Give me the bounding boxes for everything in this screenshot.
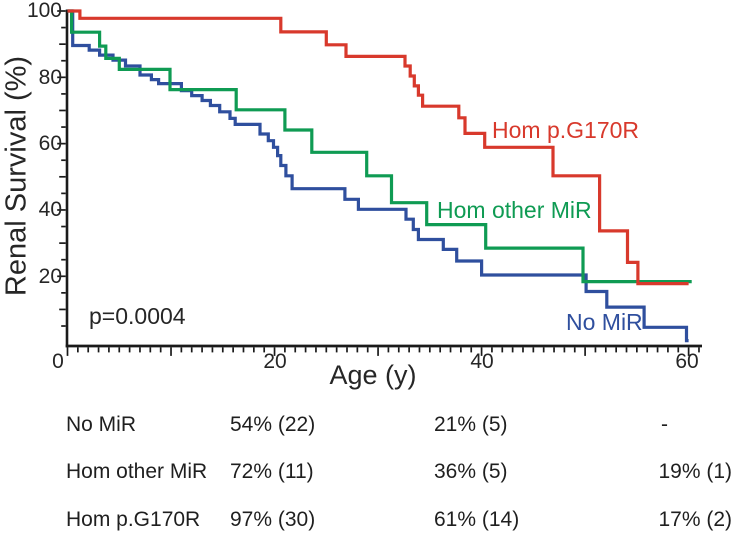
p-value-annotation: p=0.0004 — [89, 303, 186, 329]
value-60y: 19% (1) — [658, 460, 732, 483]
series-label-no-mir: No MiR — [566, 309, 643, 335]
value-20y: 72% (11) — [230, 460, 314, 483]
curve-hom-p-g170r — [67, 9, 689, 286]
y-tick-label-20: 20 — [38, 265, 62, 288]
curve-hom-other-mir — [67, 9, 692, 284]
table-row: No MiR 54% (22) 21% (5) - — [0, 413, 736, 439]
series-label-hom-other-mir: Hom other MiR — [437, 197, 592, 223]
y-tick-label-100: 100 — [26, 0, 62, 22]
y-tick-label-80: 80 — [38, 66, 62, 89]
row-label: Hom p.G170R — [66, 508, 201, 531]
table-row: Hom other MiR 72% (11) 36% (5) 19% (1) — [0, 460, 736, 486]
row-label: No MiR — [66, 413, 137, 436]
y-tick-label-40: 40 — [38, 198, 62, 221]
x-tick-label-20: 20 — [263, 350, 287, 373]
value-60y: 17% (2) — [658, 508, 732, 531]
x-tick-label-60: 60 — [675, 350, 699, 373]
table-row: Hom p.G170R 97% (30) 61% (14) 17% (2) — [0, 508, 736, 534]
value-40y: 21% (5) — [434, 413, 508, 436]
value-40y: 61% (14) — [434, 508, 520, 531]
x-tick-label-0: 0 — [52, 350, 64, 373]
value-60y: - — [661, 413, 668, 436]
km-plot — [57, 9, 702, 356]
value-40y: 36% (5) — [434, 460, 508, 483]
row-label: Hom other MiR — [66, 460, 208, 483]
x-tick-label-40: 40 — [470, 350, 494, 373]
value-20y: 54% (22) — [230, 413, 316, 436]
x-axis-title: Age (y) — [329, 360, 417, 390]
value-20y: 97% (30) — [230, 508, 316, 531]
y-axis-title: Renal Survival (%) — [0, 55, 33, 297]
series-label-hom-pg170r: Hom p.G170R — [492, 117, 640, 143]
y-tick-label-60: 60 — [38, 132, 62, 155]
